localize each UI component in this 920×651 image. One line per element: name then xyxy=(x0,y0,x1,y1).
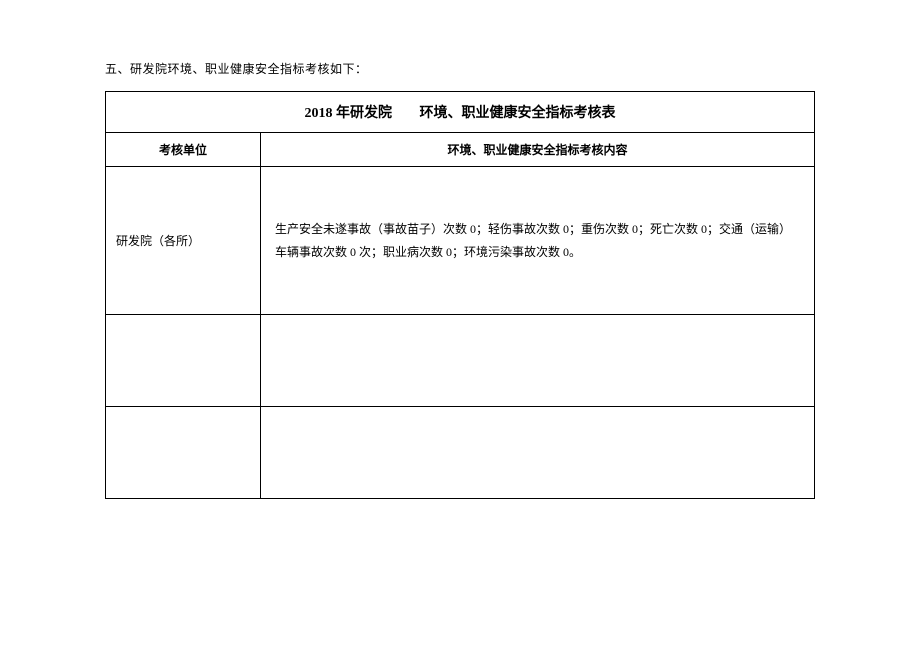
assessment-table: 2018 年研发院 环境、职业健康安全指标考核表 考核单位 环境、职业健康安全指… xyxy=(105,91,815,499)
header-content: 环境、职业健康安全指标考核内容 xyxy=(261,133,815,167)
table-row xyxy=(106,315,815,407)
table-title-cell: 2018 年研发院 环境、职业健康安全指标考核表 xyxy=(106,92,815,133)
title-sub: 环境、职业健康安全指标考核表 xyxy=(420,106,616,121)
header-row: 考核单位 环境、职业健康安全指标考核内容 xyxy=(106,133,815,167)
content-cell: 生产安全未遂事故（事故苗子）次数 0；轻伤事故次数 0；重伤次数 0；死亡次数 … xyxy=(261,167,815,315)
unit-cell xyxy=(106,407,261,499)
content-cell xyxy=(261,407,815,499)
unit-cell: 研发院（各所） xyxy=(106,167,261,315)
title-main: 2018 年研发院 xyxy=(305,106,393,121)
title-row: 2018 年研发院 环境、职业健康安全指标考核表 xyxy=(106,92,815,133)
table-row xyxy=(106,407,815,499)
intro-text: 五、研发院环境、职业健康安全指标考核如下： xyxy=(105,60,815,77)
header-unit: 考核单位 xyxy=(106,133,261,167)
content-cell xyxy=(261,315,815,407)
table-row: 研发院（各所） 生产安全未遂事故（事故苗子）次数 0；轻伤事故次数 0；重伤次数… xyxy=(106,167,815,315)
unit-cell xyxy=(106,315,261,407)
